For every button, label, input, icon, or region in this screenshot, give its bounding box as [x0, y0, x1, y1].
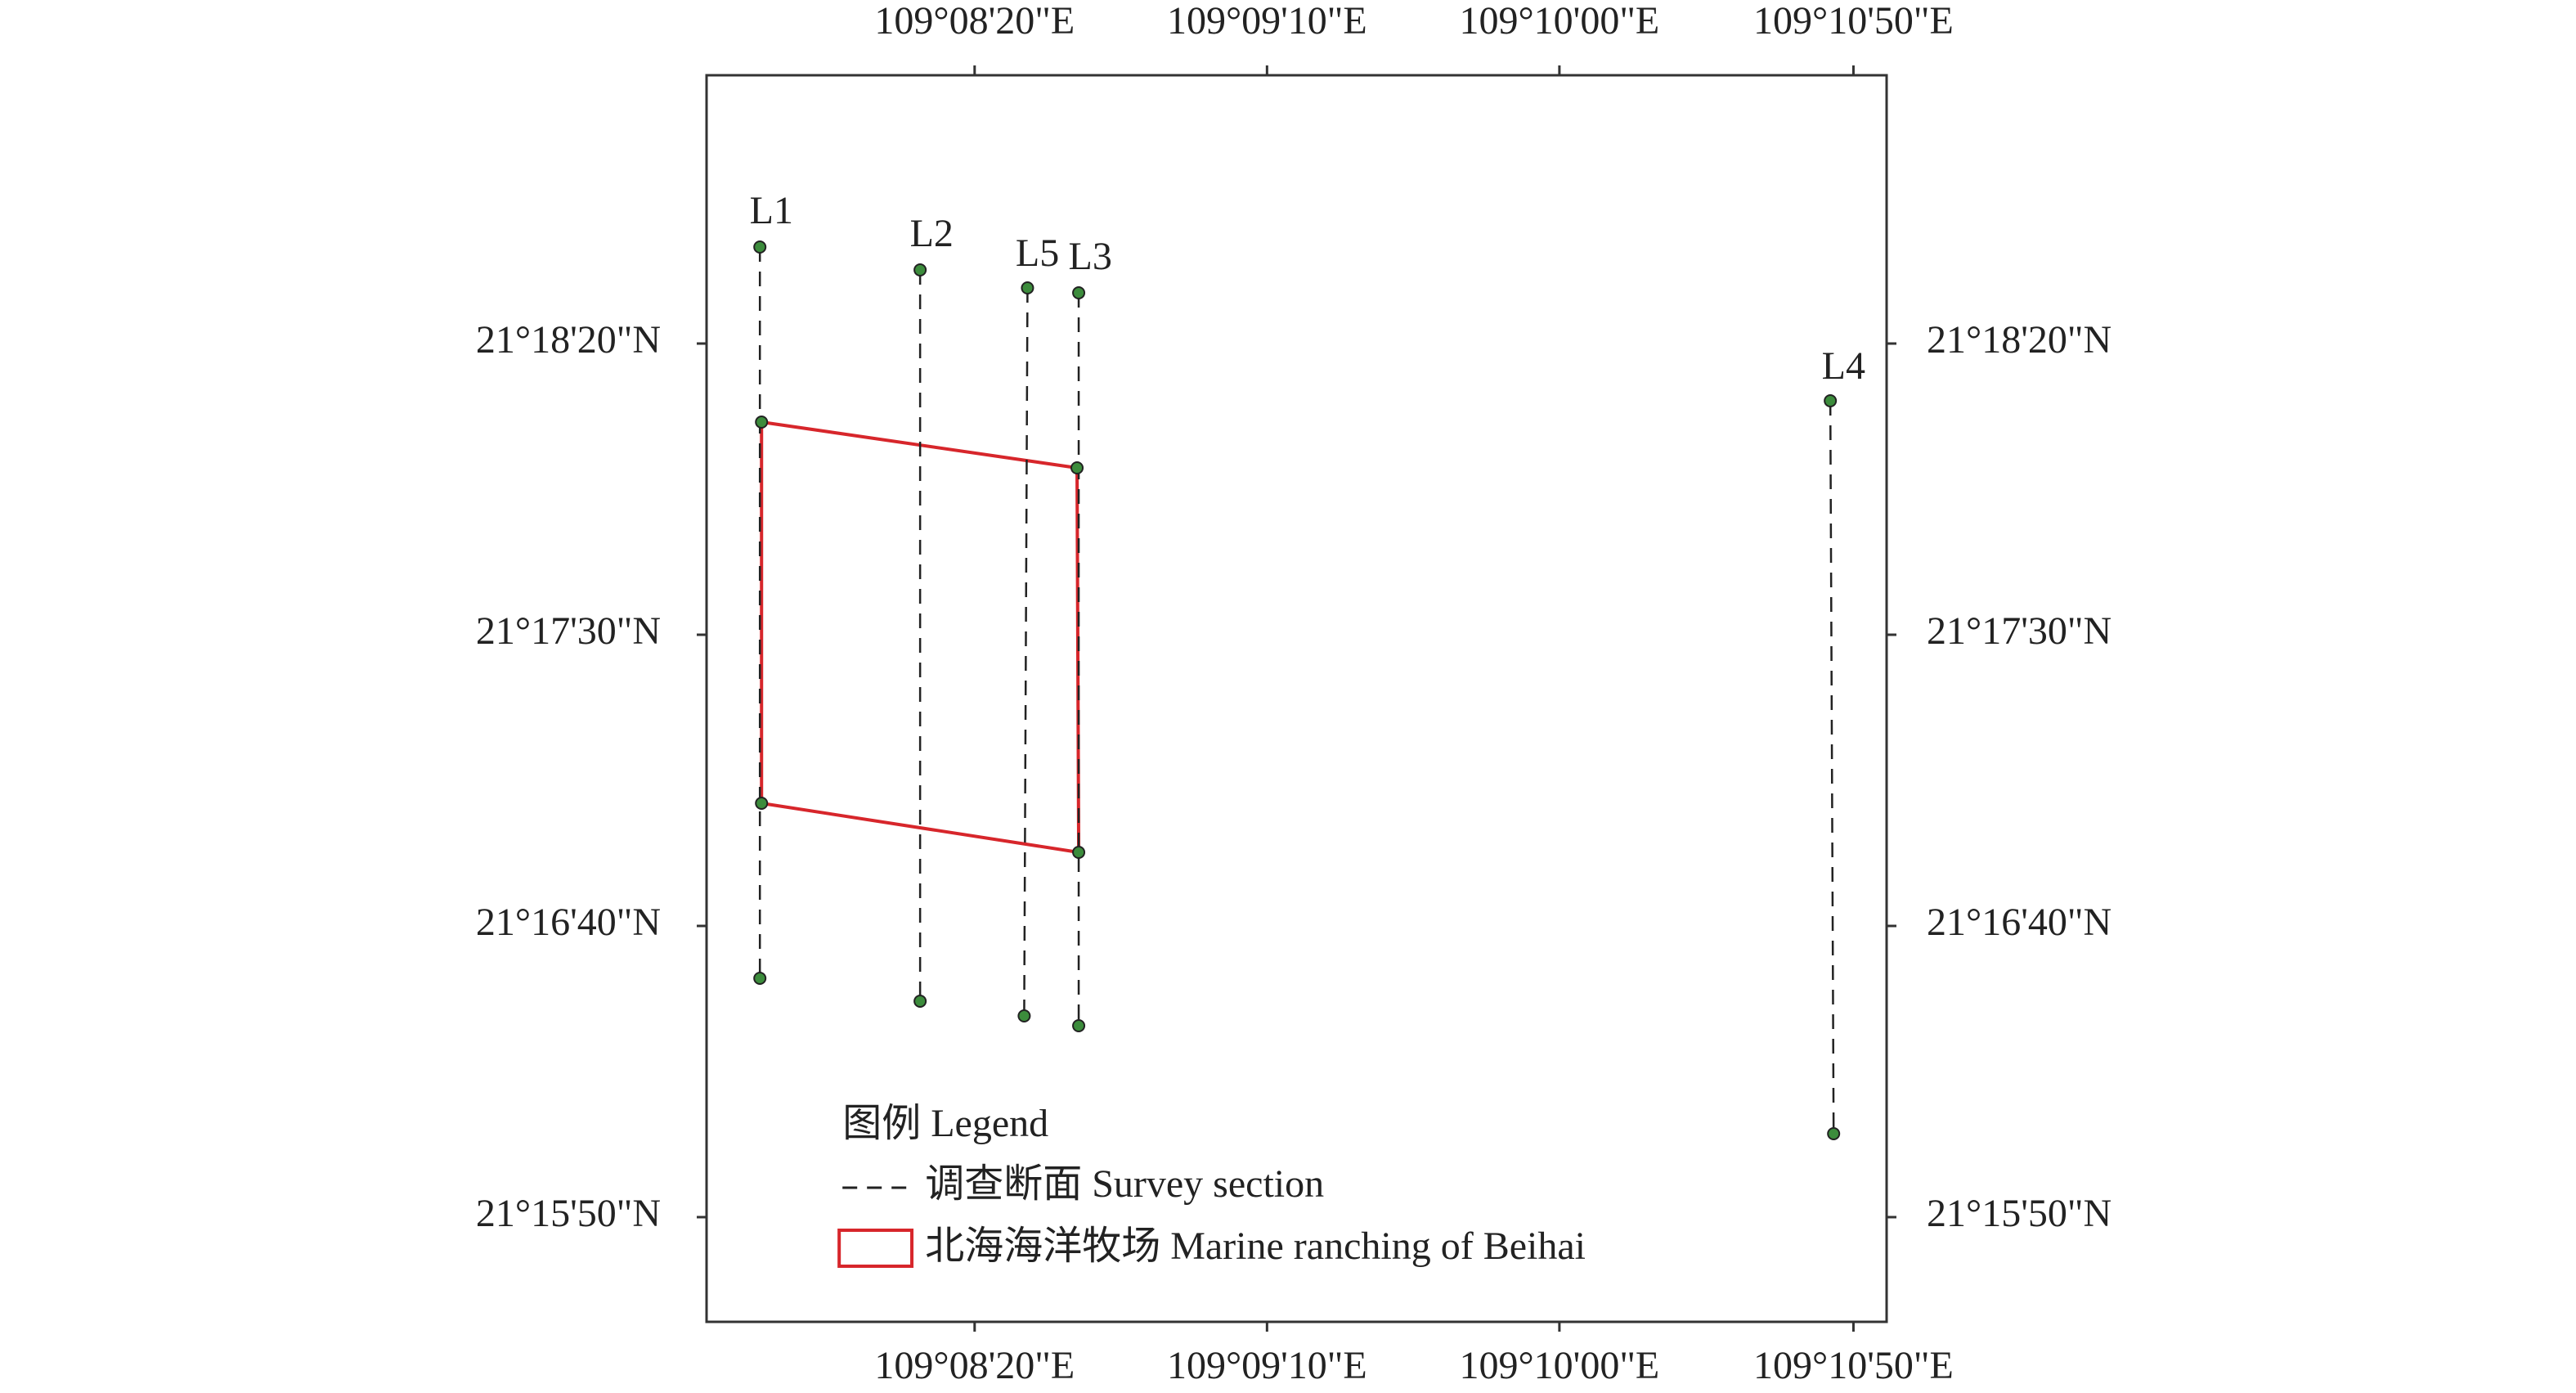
x-tick-label: 109°09'10"E — [1167, 1344, 1367, 1387]
x-tick-label: 109°10'50"E — [1753, 0, 1954, 43]
survey-line-label: L1 — [750, 189, 793, 232]
legend-label: 调查断面 Survey section — [925, 1162, 1324, 1206]
survey-endpoint — [753, 240, 767, 254]
survey-endpoint — [1827, 1127, 1841, 1140]
survey-line-label: L2 — [910, 212, 954, 255]
survey-endpoint — [913, 263, 927, 276]
x-tick-label: 109°08'20"E — [874, 0, 1075, 43]
area-vertex — [755, 416, 769, 429]
y-tick-label: 21°16'40"N — [476, 901, 661, 944]
y-tick-label: 21°17'30"N — [1927, 609, 2112, 653]
y-tick-label: 21°15'50"N — [476, 1192, 661, 1235]
survey-endpoint — [1021, 281, 1034, 294]
survey-line-label: L3 — [1069, 235, 1112, 278]
y-tick-label: 21°18'20"N — [1927, 318, 2112, 362]
survey-endpoint — [1017, 1009, 1031, 1022]
y-tick-label: 21°15'50"N — [1927, 1192, 2112, 1235]
legend-title: 图例 Legend — [842, 1102, 1048, 1145]
survey-endpoint — [1072, 286, 1086, 299]
survey-line-label: L4 — [1822, 344, 1865, 388]
legend-label: 北海海洋牧场 Marine ranching of Beihai — [925, 1224, 1586, 1268]
survey-line-label: L5 — [1016, 231, 1059, 275]
x-tick-label: 109°09'10"E — [1167, 0, 1367, 43]
area-vertex — [1070, 461, 1084, 474]
y-tick-label: 21°18'20"N — [476, 318, 661, 362]
x-tick-label: 109°10'50"E — [1753, 1344, 1954, 1387]
map-frame — [705, 74, 1888, 1323]
x-tick-label: 109°10'00"E — [1459, 1344, 1659, 1387]
legend-ranching-symbol — [837, 1229, 914, 1268]
survey-endpoint — [753, 972, 767, 985]
y-tick-label: 21°16'40"N — [1927, 901, 2112, 944]
y-tick-label: 21°17'30"N — [476, 609, 661, 653]
survey-endpoint — [913, 995, 927, 1008]
area-vertex — [755, 797, 769, 810]
survey-endpoint — [1824, 394, 1838, 407]
survey-endpoint — [1072, 1019, 1086, 1032]
x-tick-label: 109°10'00"E — [1459, 0, 1659, 43]
survey-line — [1023, 287, 1029, 1017]
survey-line — [1829, 400, 1835, 1135]
area-vertex — [1072, 846, 1086, 859]
x-tick-label: 109°08'20"E — [874, 1344, 1075, 1387]
